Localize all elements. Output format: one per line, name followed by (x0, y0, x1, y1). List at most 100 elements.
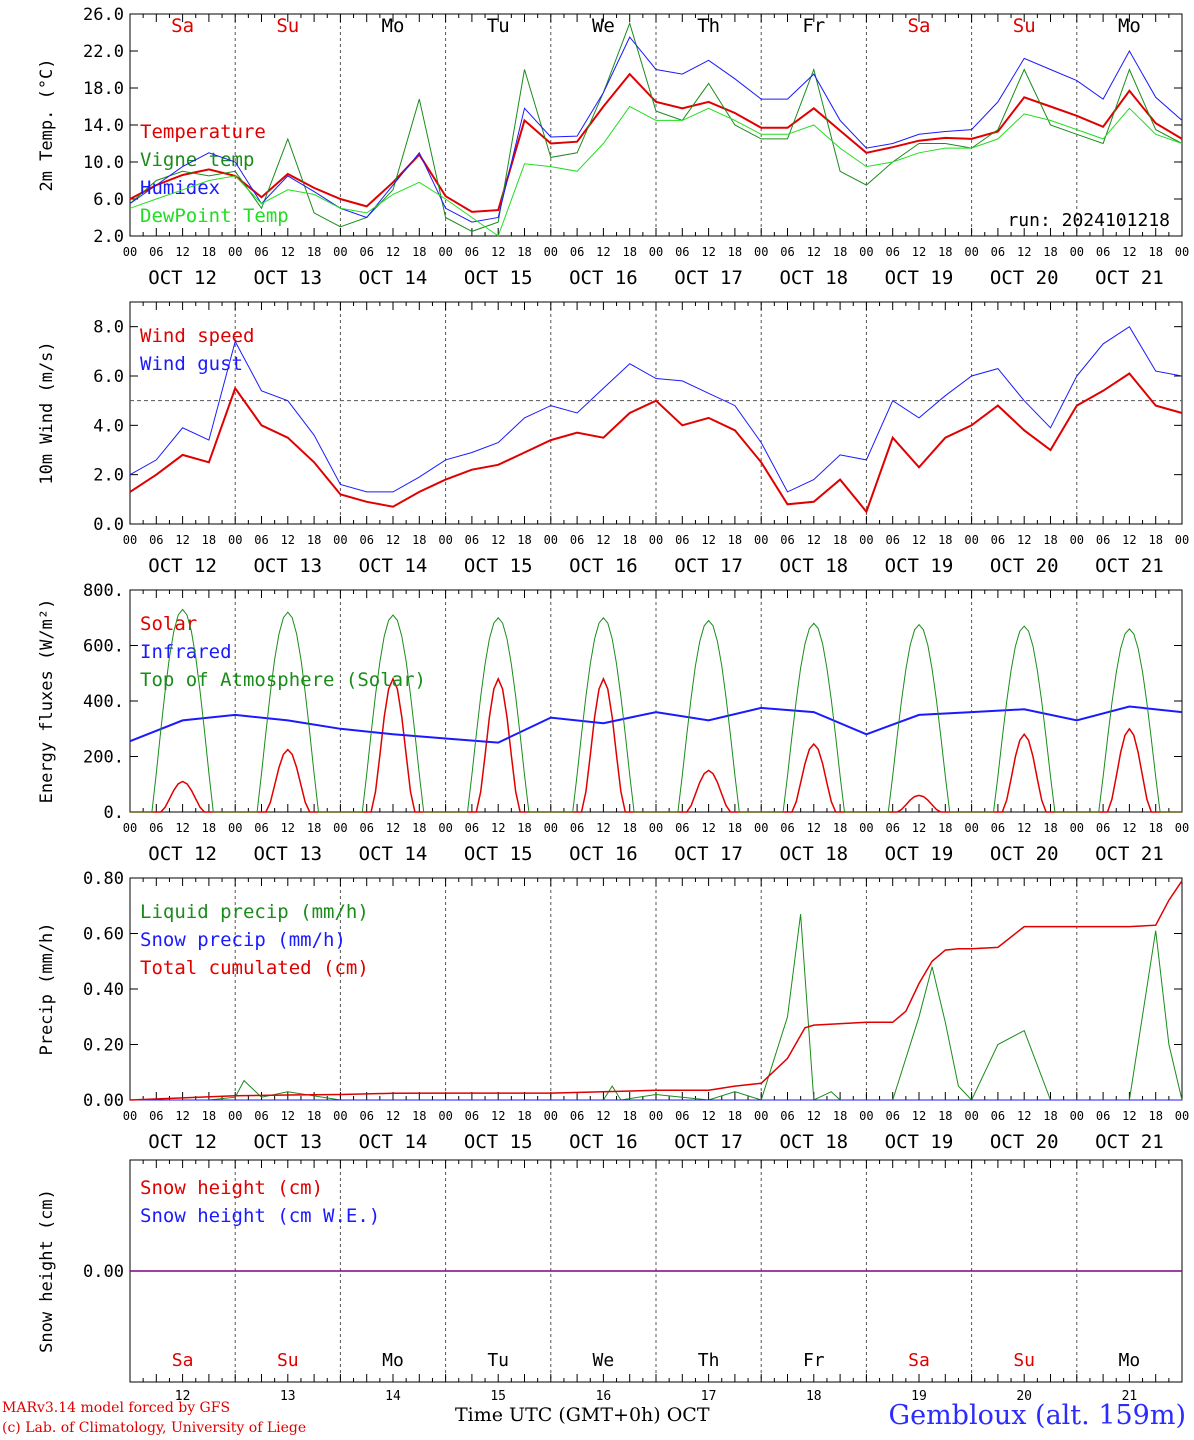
y-tick-label: 6.0 (93, 190, 124, 210)
hour-tick-label: 06 (149, 245, 163, 259)
hour-tick-label: 12 (491, 821, 505, 835)
hour-tick-label: 06 (359, 1109, 373, 1123)
y-tick-label: 0.0 (93, 515, 124, 535)
day-date-label: OCT 17 (674, 267, 743, 289)
hour-tick-label: 06 (1096, 533, 1110, 547)
day-number-label: 19 (911, 1389, 927, 1404)
day-date-label: OCT 16 (569, 267, 638, 289)
series-line-total-cumulated-cm- (129, 880, 1183, 1101)
hour-tick-label: 18 (728, 1109, 742, 1123)
hour-tick-label: 12 (281, 821, 295, 835)
day-date-label: OCT 13 (253, 1131, 322, 1153)
hour-tick-label: 00 (123, 821, 137, 835)
station-name: Gembloux (alt. 159m) (888, 1400, 1186, 1431)
y-tick-label: 6.0 (93, 367, 124, 387)
hour-tick-label: 06 (254, 1109, 268, 1123)
hour-tick-label: 06 (885, 1109, 899, 1123)
hour-tick-label: 00 (123, 245, 137, 259)
hour-tick-label: 18 (1043, 1109, 1057, 1123)
day-number-label: 12 (175, 1389, 191, 1404)
series-line-dewpoint-temp (129, 105, 1183, 237)
day-date-label: OCT 19 (885, 843, 954, 865)
hour-tick-label: 06 (359, 821, 373, 835)
hour-tick-label: 18 (517, 1109, 531, 1123)
hour-tick-label: 12 (912, 533, 926, 547)
hour-tick-label: 18 (307, 1109, 321, 1123)
hour-tick-label: 12 (596, 821, 610, 835)
hour-tick-label: 06 (885, 245, 899, 259)
hour-tick-label: 00 (754, 245, 768, 259)
hour-tick-label: 00 (1070, 821, 1084, 835)
hour-tick-label: 12 (701, 533, 715, 547)
legend-entry: Wind speed (140, 325, 254, 347)
hour-tick-label: 00 (333, 245, 347, 259)
y-tick-label: 0.80 (83, 869, 124, 889)
hour-tick-label: 12 (1017, 821, 1031, 835)
hour-tick-label: 12 (701, 1109, 715, 1123)
legend-entry: Top of Atmosphere (Solar) (140, 669, 426, 691)
hour-tick-label: 00 (649, 533, 663, 547)
hour-tick-label: 12 (281, 533, 295, 547)
day-date-label: OCT 19 (885, 1131, 954, 1153)
hour-tick-label: 06 (570, 821, 584, 835)
y-axis-label: 10m Wind (m/s) (37, 341, 57, 484)
day-name-label: We (592, 15, 615, 37)
hour-tick-label: 18 (1043, 245, 1057, 259)
hour-tick-label: 18 (622, 1109, 636, 1123)
hour-tick-label: 00 (859, 1109, 873, 1123)
hour-tick-label: 12 (386, 533, 400, 547)
day-date-label: OCT 21 (1095, 267, 1164, 289)
hour-tick-label: 06 (780, 821, 794, 835)
hour-tick-label: 12 (1017, 245, 1031, 259)
hour-tick-label: 00 (1070, 245, 1084, 259)
hour-tick-label: 12 (807, 533, 821, 547)
day-date-label: OCT 18 (779, 1131, 848, 1153)
day-date-label: OCT 12 (148, 843, 217, 865)
y-axis-label: Precip (mm/h) (37, 922, 57, 1055)
hour-tick-label: 00 (1175, 245, 1189, 259)
hour-tick-label: 18 (1148, 821, 1162, 835)
day-name-label: We (593, 1350, 615, 1371)
hour-tick-label: 00 (228, 533, 242, 547)
y-tick-label: 22.0 (83, 42, 124, 62)
hour-tick-label: 06 (675, 821, 689, 835)
day-name-label: Mo (382, 15, 405, 37)
hour-tick-label: 12 (596, 245, 610, 259)
day-date-label: OCT 15 (464, 267, 533, 289)
hour-tick-label: 12 (386, 821, 400, 835)
hour-tick-label: 12 (807, 821, 821, 835)
day-date-label: OCT 19 (885, 555, 954, 577)
day-date-label: OCT 13 (253, 843, 322, 865)
y-tick-label: 14.0 (83, 116, 124, 136)
y-tick-label: 0.00 (83, 1262, 124, 1282)
hour-tick-label: 12 (175, 533, 189, 547)
day-date-label: OCT 16 (569, 555, 638, 577)
hour-tick-label: 06 (149, 533, 163, 547)
hour-tick-label: 12 (175, 245, 189, 259)
day-name-label: Sa (172, 1350, 194, 1371)
hour-tick-label: 00 (544, 1109, 558, 1123)
day-name-label: Th (697, 15, 720, 37)
series-line-temperature (129, 72, 1183, 213)
legend-entry: Snow precip (mm/h) (140, 929, 346, 951)
hour-tick-label: 12 (281, 245, 295, 259)
hour-tick-label: 18 (938, 1109, 952, 1123)
hour-tick-label: 00 (544, 533, 558, 547)
hour-tick-label: 18 (307, 533, 321, 547)
day-date-label: OCT 12 (148, 555, 217, 577)
hour-tick-label: 12 (1017, 1109, 1031, 1123)
hour-tick-label: 18 (307, 821, 321, 835)
day-date-label: OCT 15 (464, 843, 533, 865)
day-date-label: OCT 17 (674, 843, 743, 865)
hour-tick-label: 00 (964, 1109, 978, 1123)
hour-tick-label: 06 (991, 821, 1005, 835)
day-number-label: 21 (1122, 1389, 1138, 1404)
hour-tick-label: 18 (622, 245, 636, 259)
hour-tick-label: 18 (412, 821, 426, 835)
hour-tick-label: 00 (964, 821, 978, 835)
hour-tick-label: 18 (517, 245, 531, 259)
series-line-infrared (129, 705, 1183, 744)
day-name-label: Su (1013, 15, 1036, 37)
hour-tick-label: 00 (438, 821, 452, 835)
y-tick-label: 4.0 (93, 416, 124, 436)
